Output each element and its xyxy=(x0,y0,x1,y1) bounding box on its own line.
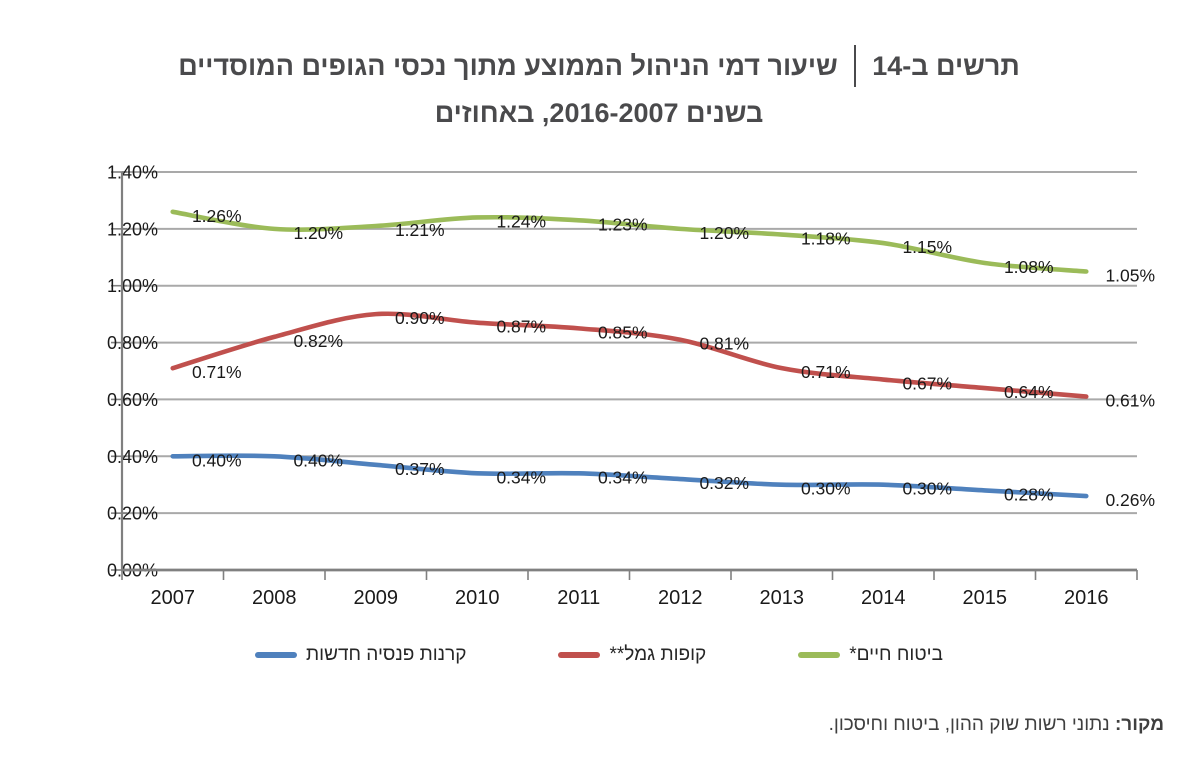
legend-item-provident-funds: קופות גמל** xyxy=(558,644,706,666)
data-label: 0.40% xyxy=(293,450,343,470)
data-label: 0.90% xyxy=(395,308,445,328)
data-label: 0.85% xyxy=(598,322,648,342)
data-label: 1.23% xyxy=(598,214,648,234)
data-label: 0.82% xyxy=(293,331,343,351)
data-label: 0.40% xyxy=(192,450,242,470)
x-tick-label: 2014 xyxy=(861,587,906,609)
legend-label: קופות גמל** xyxy=(609,644,707,665)
chart-subtitle: בשנים 2016-2007, באחוזים xyxy=(434,97,764,128)
data-label: 1.24% xyxy=(496,211,546,231)
data-label: 1.26% xyxy=(192,206,242,226)
data-label: 0.37% xyxy=(395,459,445,479)
series-line-1 xyxy=(170,311,1089,399)
chart-legend: ביטוח חיים* קופות גמל** קרנות פנסיה חדשו… xyxy=(0,644,1198,666)
data-label: 1.20% xyxy=(699,223,749,243)
data-label: 0.87% xyxy=(496,317,546,337)
y-tick-label: 1.20% xyxy=(107,219,158,239)
y-tick-label: 0.20% xyxy=(107,504,158,524)
data-label: 1.08% xyxy=(1004,257,1054,277)
source-prefix: מקור: xyxy=(1114,714,1164,735)
x-tick-label: 2008 xyxy=(252,587,297,609)
data-label: 0.26% xyxy=(1105,490,1155,510)
y-tick-label: 0.40% xyxy=(107,447,158,467)
x-tick-label: 2015 xyxy=(963,587,1008,609)
legend-line-swatch-blue xyxy=(255,652,298,658)
data-label: 0.61% xyxy=(1105,391,1155,411)
chart-title-block: תרשים ב-14 שיעור דמי הניהול הממוצע מתוך נ… xyxy=(0,44,1198,131)
data-label: 0.67% xyxy=(902,374,952,394)
legend-item-life-insurance: ביטוח חיים* xyxy=(798,644,943,666)
data-label: 1.21% xyxy=(395,220,445,240)
data-label: 1.15% xyxy=(902,237,952,257)
data-label: 0.34% xyxy=(496,467,546,487)
legend-item-new-pension-funds: קרנות פנסיה חדשות xyxy=(255,644,466,666)
y-tick-label: 1.00% xyxy=(107,276,158,296)
legend-label: קרנות פנסיה חדשות xyxy=(306,644,467,665)
data-label: 1.05% xyxy=(1105,266,1155,286)
chart-title-line1: תרשים ב-14 שיעור דמי הניהול הממוצע מתוך נ… xyxy=(0,44,1198,89)
x-tick-label: 2011 xyxy=(557,587,600,609)
data-label: 0.34% xyxy=(598,467,648,487)
data-label: 0.71% xyxy=(192,362,242,382)
legend-line-swatch-red xyxy=(558,652,601,658)
y-tick-label: 0.60% xyxy=(107,390,158,410)
source-text: נתוני רשות שוק ההון, ביטוח וחיסכון. xyxy=(828,714,1110,735)
title-separator xyxy=(853,44,857,87)
y-tick-label: 0.80% xyxy=(107,333,158,353)
data-label: 1.20% xyxy=(293,223,343,243)
data-label: 1.18% xyxy=(801,229,851,249)
data-label: 0.28% xyxy=(1004,484,1054,504)
data-label: 0.64% xyxy=(1004,382,1054,402)
data-label: 0.81% xyxy=(699,334,749,354)
x-tick-label: 2016 xyxy=(1064,587,1109,609)
series-line-2 xyxy=(170,453,1089,499)
data-label: 0.32% xyxy=(699,473,749,493)
x-tick-label: 2012 xyxy=(658,587,703,609)
series-line-0 xyxy=(170,209,1089,274)
legend-label: ביטוח חיים* xyxy=(849,644,943,665)
y-tick-label: 1.40% xyxy=(107,163,158,183)
data-label: 0.30% xyxy=(902,479,952,499)
legend-line-swatch-green xyxy=(798,652,841,658)
data-label: 0.71% xyxy=(801,362,851,382)
x-tick-label: 2007 xyxy=(151,587,196,609)
data-label: 0.30% xyxy=(801,479,851,499)
source-note: מקור: נתוני רשות שוק ההון, ביטוח וחיסכון… xyxy=(829,714,1164,736)
chart-number-label: תרשים ב-14 xyxy=(872,51,1020,81)
x-tick-label: 2013 xyxy=(760,587,805,609)
page-title: שיעור דמי הניהול הממוצע מתוך נכסי הגופים… xyxy=(178,51,838,81)
x-tick-label: 2010 xyxy=(455,587,500,609)
x-tick-label: 2009 xyxy=(354,587,399,609)
